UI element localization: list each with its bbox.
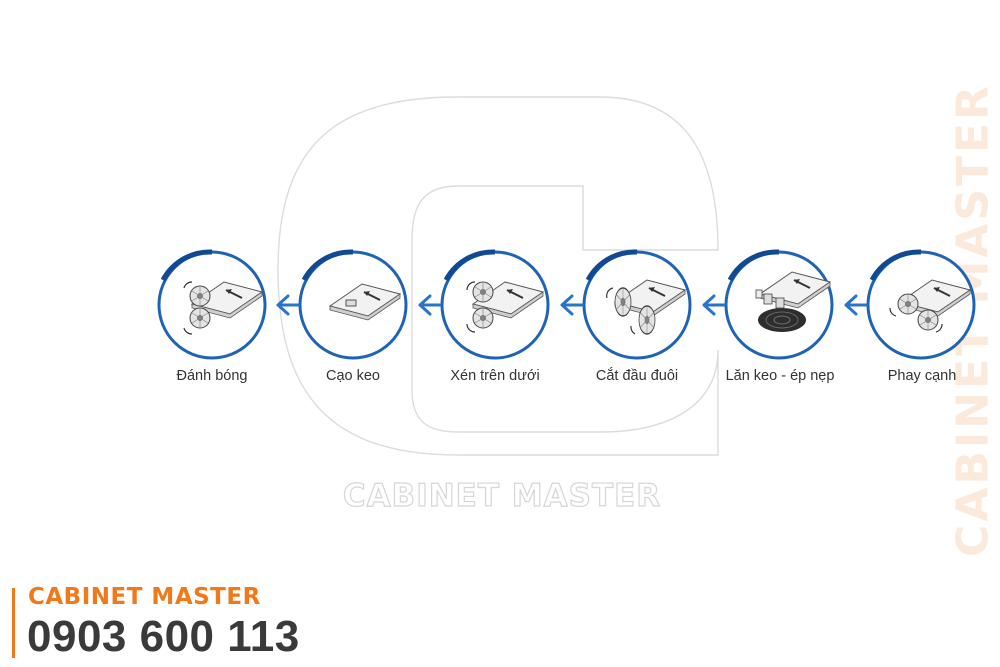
glue-scraper-icon: [329, 283, 401, 321]
brand-block: CABINET MASTER 0903 600 113: [12, 584, 372, 662]
step-label-phay-canh: Phay cạnh: [887, 368, 957, 384]
step-label-xen-tren-duoi: Xén trên dưới: [450, 368, 540, 384]
brand-name: CABINET MASTER: [28, 584, 261, 610]
flow-arrow-icon: [560, 294, 584, 316]
end-cutting-saw-icon: [606, 279, 686, 335]
buffing-wheels-icon: [183, 281, 263, 335]
flow-arrow-icon: [702, 294, 726, 316]
glue-roller-edge-press-icon: [755, 271, 831, 332]
edge-milling-cutter-icon: [889, 279, 971, 333]
top-bottom-trimming-icon: [466, 281, 544, 333]
brand-accent-bar: [12, 588, 15, 658]
step-label-cao-keo: Cạo keo: [325, 368, 380, 384]
step-label-cat-dau-duoi: Cắt đầu đuôi: [595, 368, 679, 384]
step-label-lan-keo-ep-nep: Lăn keo - ép nẹp: [725, 368, 835, 384]
watermark-text: CABINET MASTER: [342, 477, 662, 514]
step-label-danh-bong: Đánh bóng: [176, 368, 248, 384]
brand-phone: 0903 600 113: [27, 612, 300, 661]
flow-arrow-icon: [276, 294, 300, 316]
flow-arrow-icon: [418, 294, 442, 316]
flow-arrow-icon: [844, 294, 868, 316]
